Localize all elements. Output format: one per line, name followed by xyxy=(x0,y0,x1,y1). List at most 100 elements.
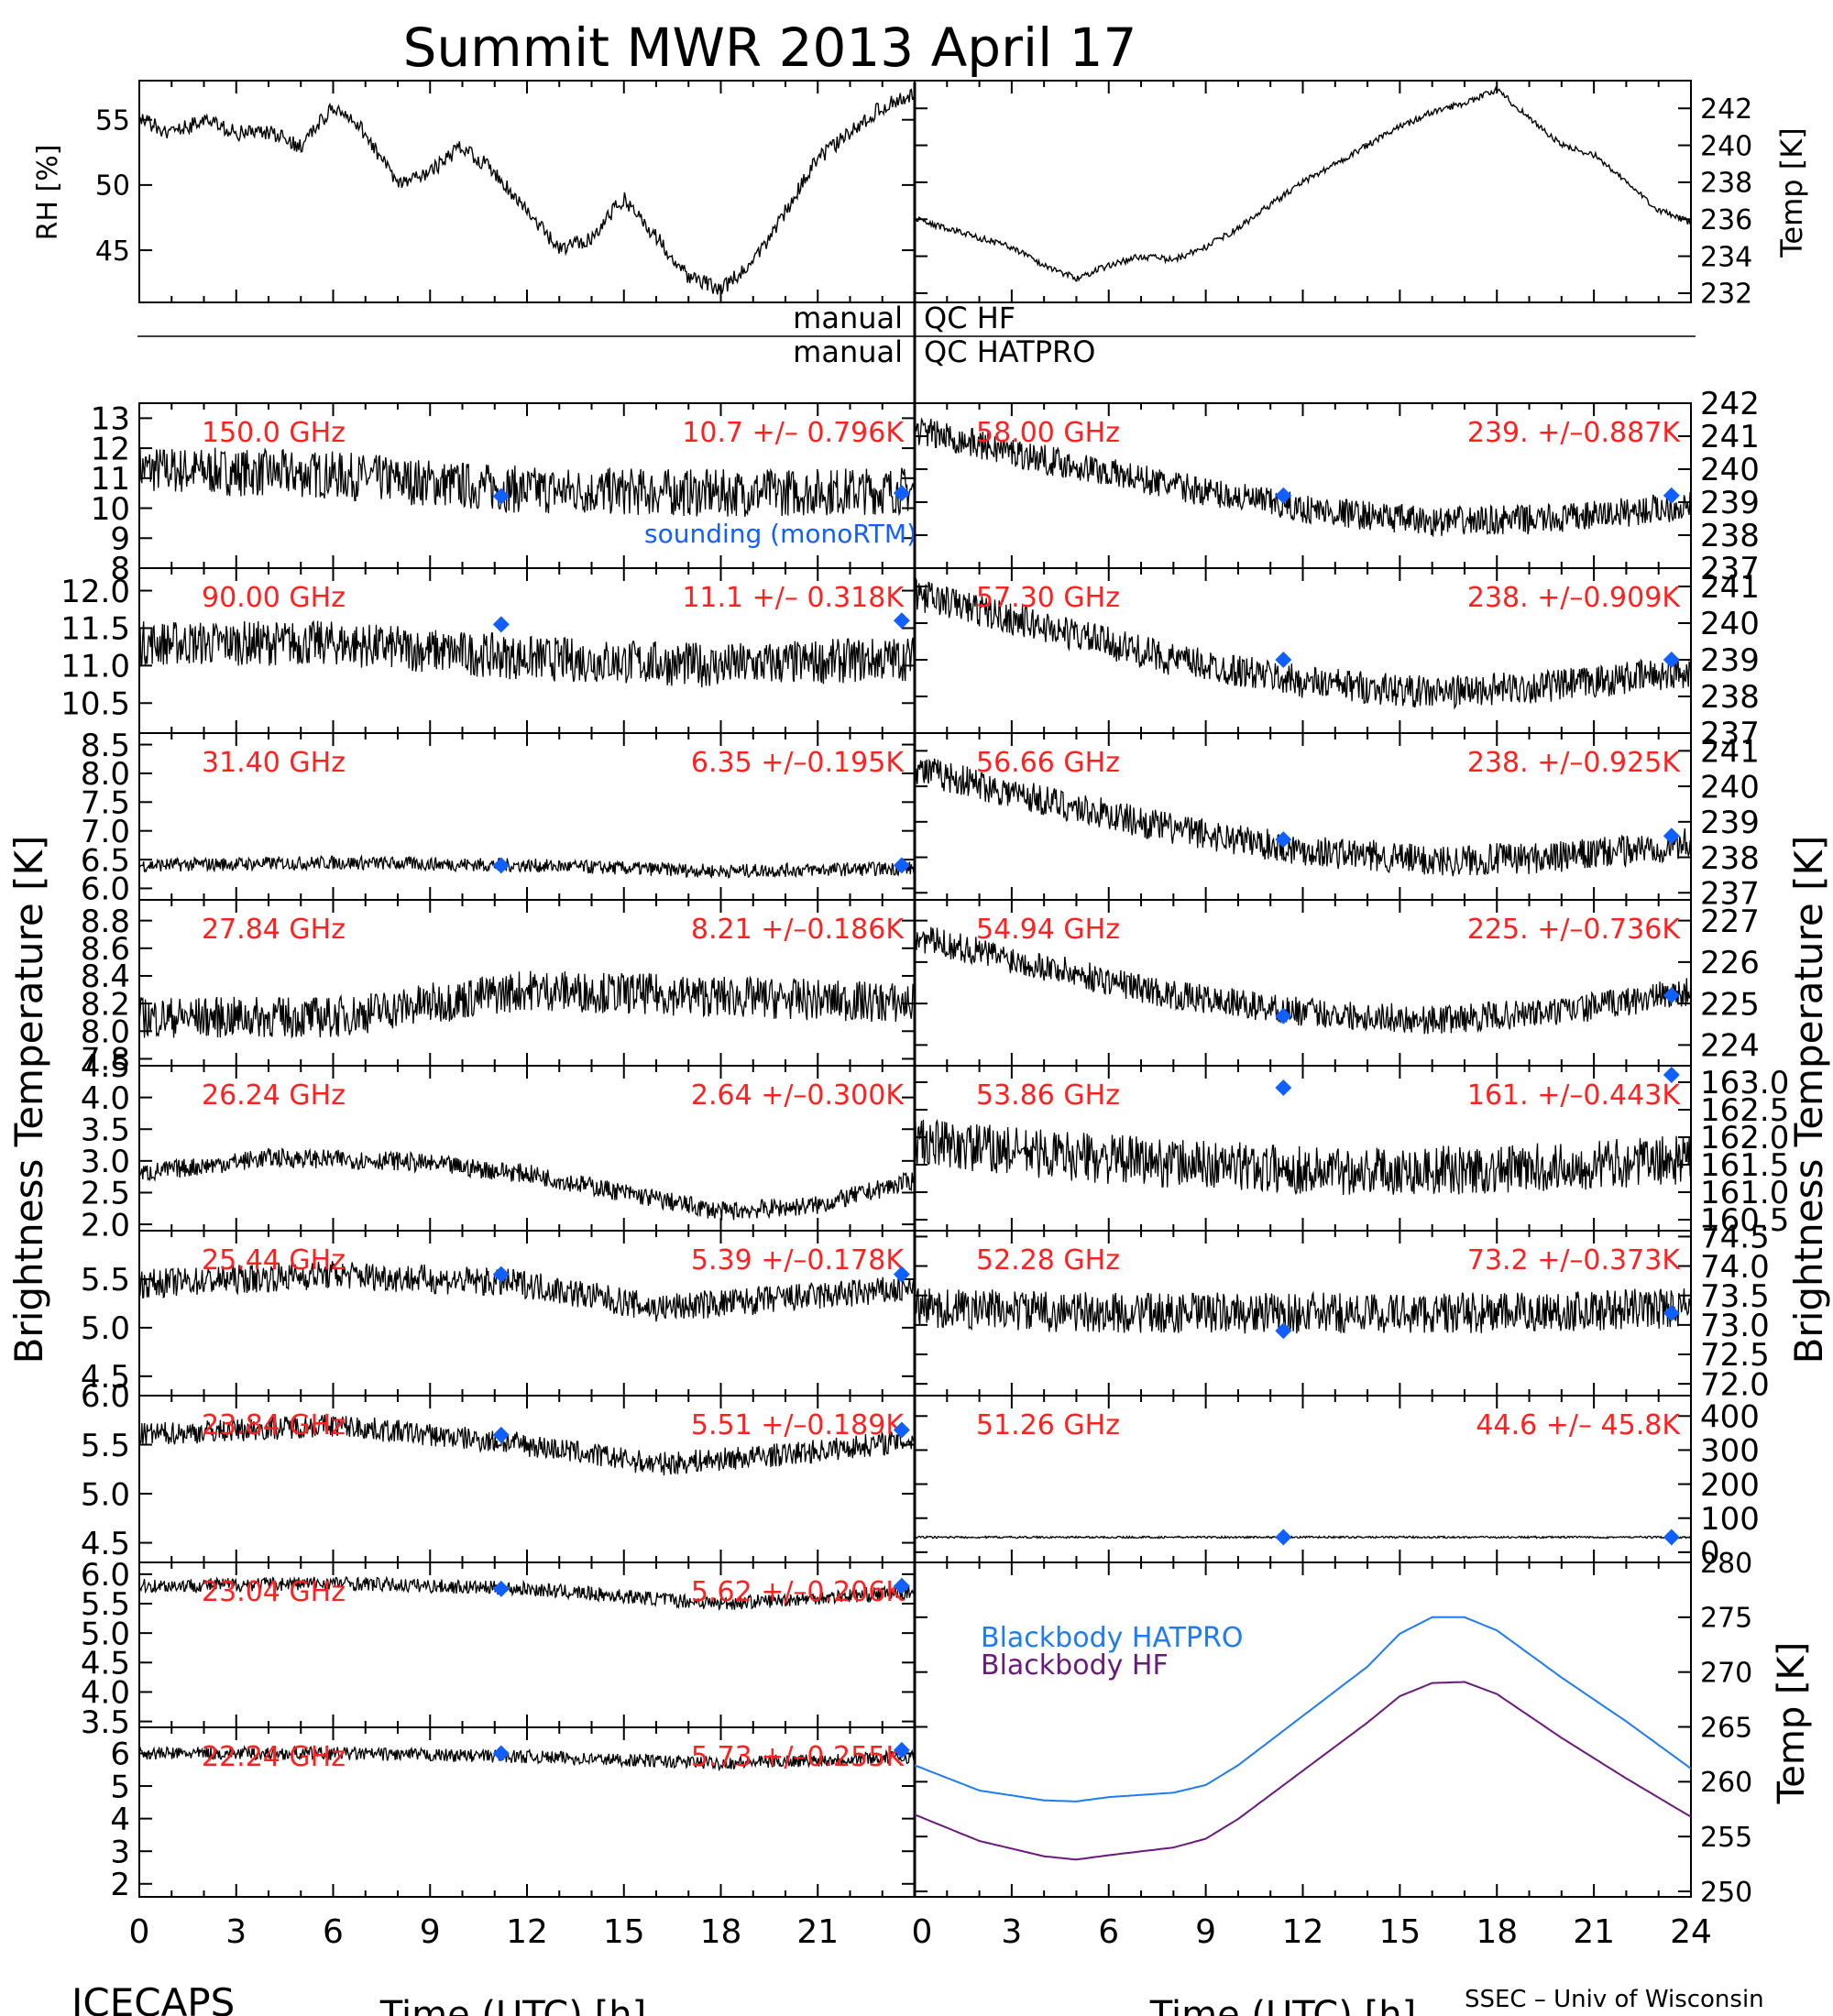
x-tick-label-left: 0 xyxy=(129,1913,150,1951)
sounding-marker xyxy=(893,857,910,874)
sounding-marker xyxy=(1275,1079,1292,1096)
plot-frame xyxy=(914,1561,1692,1898)
x-tick-label-right: 15 xyxy=(1378,1913,1421,1951)
panel-l2304: 3.54.04.55.05.56.0 23.04 GHz 5.62 +/–0.206… xyxy=(81,1557,916,1741)
panel-l25: 4.5 5.0 5.5 25.44 GHz 5.39 +/–0.178K xyxy=(81,1230,916,1397)
y-tick-label: 162.0 xyxy=(1700,1120,1789,1156)
y-tick-label: 8.4 xyxy=(81,959,130,995)
sounding-marker xyxy=(1663,487,1680,504)
y-tick-label: 73.0 xyxy=(1700,1308,1770,1344)
series-line-hf xyxy=(914,1681,1692,1861)
stat-label: 238. +/–0.909K xyxy=(1467,582,1681,614)
y-tick-label: 236 xyxy=(1700,204,1752,236)
qc-row1-left-label: manual xyxy=(793,301,903,335)
y-tick-label: 280 xyxy=(1700,1548,1752,1580)
freq-label: 53.86 GHz xyxy=(976,1079,1120,1112)
freq-label: 54.94 GHz xyxy=(976,914,1120,946)
y-tick-label: 3.0 xyxy=(81,1144,130,1180)
freq-label: 23.04 GHz xyxy=(202,1576,346,1608)
y-tick-label: 6.0 xyxy=(81,871,130,908)
x-tick-label-left: 18 xyxy=(700,1913,742,1951)
sounding-marker xyxy=(1663,1305,1680,1321)
freq-label: 57.30 GHz xyxy=(976,582,1120,614)
stat-label: 6.35 +/–0.195K xyxy=(691,747,905,779)
y-tick-label: 8.6 xyxy=(81,931,130,968)
y-tick-label: 275 xyxy=(1700,1603,1752,1635)
stat-label: 11.1 +/– 0.318K xyxy=(682,582,905,614)
freq-label: 31.40 GHz xyxy=(202,747,346,779)
y-tick-label: 227 xyxy=(1700,904,1760,940)
y-tick-label: 100 xyxy=(1700,1501,1760,1538)
freq-label: 23.84 GHz xyxy=(202,1409,346,1441)
data-series-r5494 xyxy=(915,926,1692,1035)
panel-r5228: 72.072.573.073.574.074.5 52.28 GHz 73.2 +/… xyxy=(914,1220,1770,1403)
sounding-marker xyxy=(893,1741,910,1759)
y-tick-label: 224 xyxy=(1700,1028,1760,1065)
y-tick-label: 238 xyxy=(1700,168,1752,200)
y-tick-label: 240 xyxy=(1700,452,1760,488)
y-tick-label: 74.0 xyxy=(1700,1249,1770,1286)
freq-label: 26.24 GHz xyxy=(202,1079,346,1112)
legend-hf: Blackbody HF xyxy=(981,1649,1169,1682)
stat-label: 8.21 +/–0.186K xyxy=(691,914,905,946)
y-tick-label: 72.0 xyxy=(1700,1366,1770,1403)
series-line-hatpro xyxy=(914,1616,1692,1802)
stat-label: 5.39 +/–0.178K xyxy=(691,1244,905,1276)
y-tick-label: 162.5 xyxy=(1700,1092,1789,1129)
stat-label: 73.2 +/–0.373K xyxy=(1467,1244,1681,1276)
sounding-marker xyxy=(1275,1528,1292,1546)
panel-l23: 4.5 5.0 5.5 6.0 23.84 GHz 5.51 +/–0.189K xyxy=(81,1378,916,1563)
y-tick-label: 237 xyxy=(1700,875,1760,912)
bb-axis-label: Temp [K] xyxy=(1771,1642,1813,1805)
x-tick-label-left: 9 xyxy=(420,1913,441,1951)
stat-label: 5.51 +/–0.189K xyxy=(691,1409,905,1441)
data-series-r5228 xyxy=(914,1287,1692,1334)
y-tick-label: 5.0 xyxy=(81,1310,130,1347)
data-series-l90 xyxy=(138,619,916,688)
sounding-marker xyxy=(1663,987,1680,1004)
sounding-marker xyxy=(492,488,510,505)
qc-row2-right-label: QC HATPRO xyxy=(924,334,1095,369)
sounding-marker xyxy=(893,1265,910,1283)
stat-label: 225. +/–0.736K xyxy=(1467,914,1681,946)
rh-axis-label: RH [%] xyxy=(32,145,64,241)
panel-bb: 250 255 260 265 270 275 280 Blackbody HATPROBla… xyxy=(914,1548,1813,1909)
sounding-marker xyxy=(1275,652,1292,668)
sounding-marker xyxy=(1275,1322,1292,1340)
y-tick-label: 8.0 xyxy=(81,1014,130,1051)
panel-l27: 7.88.08.28.48.68.8 27.84 GHz 8.21 +/–0.186… xyxy=(81,899,916,1079)
stat-label: 5.73 +/–0.255K xyxy=(691,1741,905,1773)
y-tick-label: 5.5 xyxy=(81,1262,130,1298)
y-tick-label: 2.5 xyxy=(81,1176,130,1212)
x-tick-label-right: 3 xyxy=(1001,1913,1022,1951)
data-series-l150 xyxy=(138,447,916,518)
panel-temp: 232 234 236 238 240 242 Temp [K] xyxy=(914,80,1809,311)
y-tick-label: 4.5 xyxy=(81,1526,130,1562)
y-tick-label: 10.5 xyxy=(60,686,130,723)
sounding-marker xyxy=(893,1421,910,1439)
sounding-marker xyxy=(1663,827,1680,845)
stat-label: 5.62 +/–0.206K xyxy=(691,1576,905,1608)
y-tick-label: 2.0 xyxy=(81,1207,130,1244)
data-series-l2304 xyxy=(138,1575,916,1611)
y-tick-label: 400 xyxy=(1700,1399,1760,1436)
freq-label: 22.24 GHz xyxy=(202,1741,346,1773)
sounding-marker xyxy=(1663,652,1680,668)
plot-frame xyxy=(914,80,1692,303)
y-tick-label: 4.0 xyxy=(81,1080,130,1117)
data-series-l26 xyxy=(138,1147,916,1222)
y-tick-label: 7.8 xyxy=(81,1042,130,1079)
y-tick-label: 11.0 xyxy=(60,649,130,685)
y-tick-label: 238 xyxy=(1700,840,1760,877)
stat-label: 239. +/–0.887K xyxy=(1467,417,1681,449)
freq-label: 58.00 GHz xyxy=(976,417,1120,449)
y-tick-label: 238 xyxy=(1700,518,1760,554)
y-tick-label: 5.0 xyxy=(81,1616,130,1652)
panel-l31: 6.06.57.07.58.08.5 31.40 GHz 6.35 +/–0.195… xyxy=(81,728,916,908)
y-tick-label: 45 xyxy=(95,236,130,268)
y-tick-label: 225 xyxy=(1700,986,1760,1023)
y-tick-label: 300 xyxy=(1700,1433,1760,1470)
sounding-marker xyxy=(893,612,910,630)
